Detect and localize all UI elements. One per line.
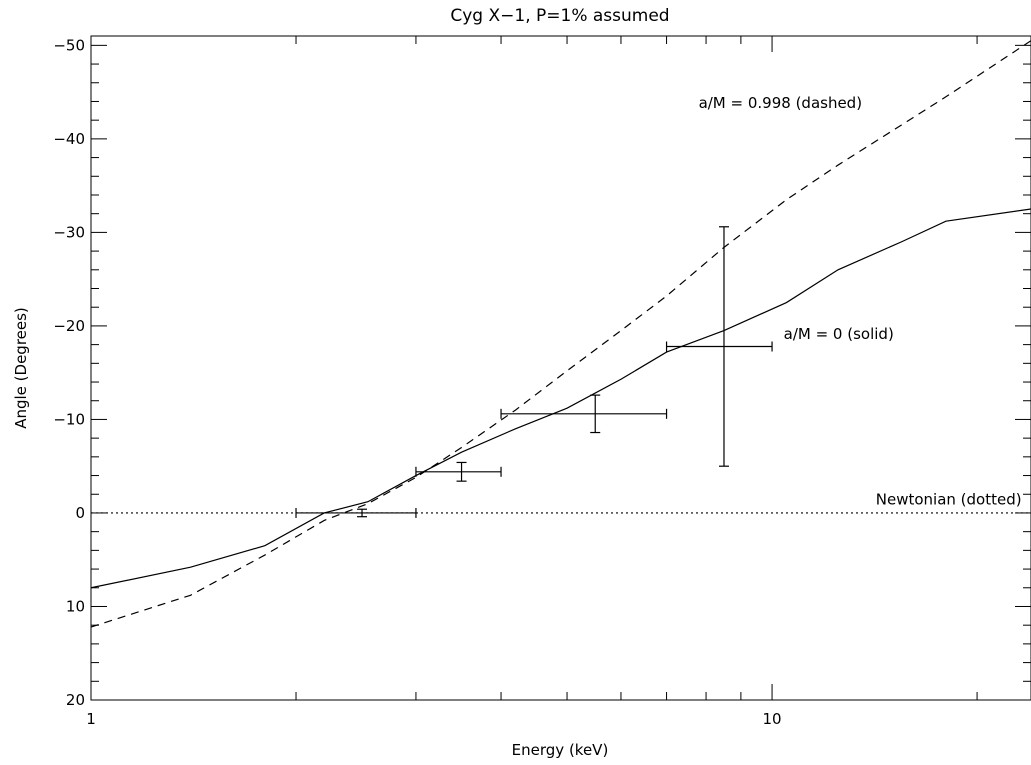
y-tick-label: −20	[53, 317, 85, 335]
annotations: a/M = 0.998 (dashed) a/M = 0 (solid) Newto…	[699, 94, 1022, 509]
x-tick-label: 1	[86, 710, 96, 728]
y-axis-title: Angle (Degrees)	[12, 307, 30, 429]
series-line-solid	[90, 208, 1031, 589]
error-bar	[665, 226, 773, 467]
error-bar	[295, 507, 417, 518]
x-tick-label: 10	[763, 710, 782, 728]
y-tick-label: 20	[66, 691, 85, 709]
y-tick-label: 0	[75, 504, 85, 522]
chart-title: Cyg X−1, P=1% assumed	[450, 6, 669, 26]
y-tick-label: −10	[53, 410, 85, 428]
error-bar	[415, 461, 502, 482]
y-tick-label: −30	[53, 223, 85, 241]
y-tick-label: −40	[53, 130, 85, 148]
axis-ticks: −50 −40 −30 −20 −10 0 10 201 10	[53, 36, 1031, 728]
annotation-label: a/M = 0 (solid)	[784, 325, 894, 343]
y-tick-label: 10	[66, 597, 85, 615]
y-tick-label: −50	[53, 36, 85, 54]
annotation-label: a/M = 0.998 (dashed)	[699, 94, 863, 112]
plot-frame	[90, 35, 1031, 701]
series-layer	[90, 40, 1031, 628]
annotation-label: Newtonian (dotted)	[876, 491, 1022, 509]
error-bars	[295, 226, 773, 518]
error-bar	[500, 394, 668, 434]
x-axis-title: Energy (keV)	[512, 741, 609, 759]
